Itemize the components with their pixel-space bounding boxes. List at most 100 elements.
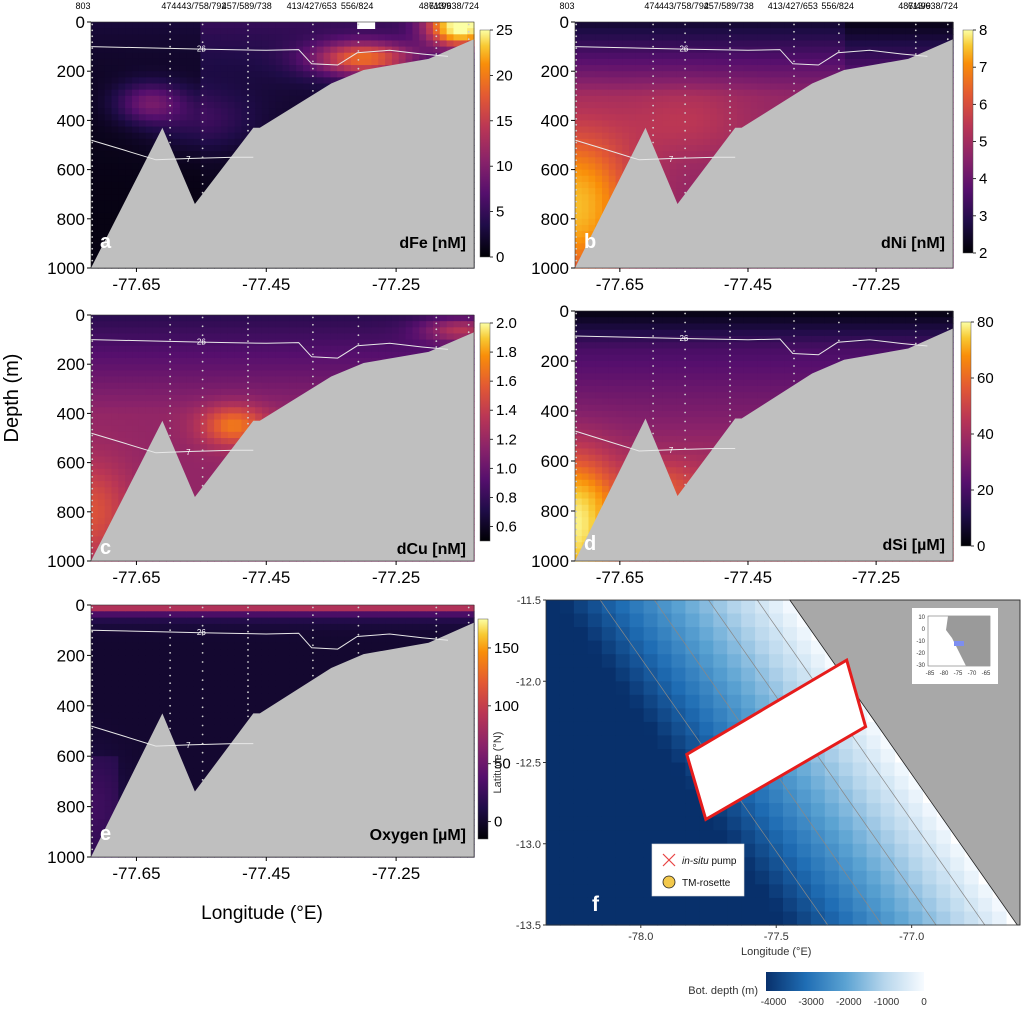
heatmap-cell [282, 34, 290, 42]
heatmap-cell [179, 151, 188, 158]
heatmap-cell [200, 157, 208, 165]
heatmap-cell [608, 95, 617, 103]
heatmap-cell [575, 212, 583, 220]
heatmap-cell [234, 65, 243, 72]
heatmap-cell [268, 101, 277, 109]
heatmap-cell [723, 71, 731, 78]
heatmap-cell [220, 22, 229, 29]
heatmap-cell [676, 151, 684, 158]
heatmap-cell [227, 151, 236, 158]
heatmap-cell [200, 114, 208, 121]
heatmap-cell [248, 52, 256, 60]
heatmap-cell [398, 58, 407, 66]
sample-point [914, 47, 917, 49]
sample-point [201, 67, 204, 70]
heatmap-cell [426, 46, 434, 54]
heatmap-cell [419, 22, 427, 29]
heatmap-cell [145, 34, 154, 42]
heatmap-cell [656, 138, 664, 146]
heatmap-cell [166, 83, 174, 91]
heatmap-cell [764, 58, 772, 66]
heatmap-cell [227, 52, 236, 60]
heatmap-cell [282, 58, 290, 66]
heatmap-cell [91, 218, 99, 226]
heatmap-cell [656, 151, 664, 158]
sample-point [652, 141, 654, 144]
heatmap-cell [453, 22, 461, 29]
sample-point [684, 41, 686, 44]
sample-point [201, 32, 204, 35]
heatmap-cell [730, 22, 738, 29]
heatmap-cell [750, 89, 758, 97]
sample-point [201, 156, 204, 159]
heatmap-cell [581, 231, 590, 238]
heatmap-cell [804, 28, 812, 35]
heatmap-cell [193, 157, 202, 165]
heatmap-cell [703, 89, 711, 97]
heatmap-cell [261, 95, 270, 103]
heatmap-cell [125, 163, 133, 171]
heatmap-cell [91, 249, 99, 257]
heatmap-cell [145, 120, 154, 128]
heatmap-cell [125, 114, 133, 121]
heatmap-cell [629, 65, 637, 72]
heatmap-cell [892, 34, 900, 42]
heatmap-cell [575, 255, 583, 263]
heatmap-cell [845, 34, 853, 42]
heatmap-cell [656, 157, 664, 165]
heatmap-cell [608, 138, 617, 146]
heatmap-cell [460, 22, 468, 29]
heatmap-cell [432, 34, 441, 42]
heatmap-cell [193, 120, 202, 128]
heatmap-cell [777, 22, 785, 29]
heatmap-cell [730, 34, 738, 42]
heatmap-cell [289, 65, 297, 72]
parameter-label: dNi [nM] [881, 235, 945, 252]
heatmap-cell [214, 52, 222, 60]
heatmap-cell [683, 95, 691, 103]
heatmap-cell [303, 40, 311, 48]
heatmap-cell [588, 65, 596, 72]
heatmap-cell [710, 132, 718, 140]
heatmap-cell [656, 58, 664, 66]
heatmap-cell [97, 194, 106, 201]
sample-point [575, 253, 578, 256]
heatmap-cell [467, 22, 475, 29]
heatmap-cell [777, 77, 785, 85]
heatmap-cell [581, 188, 590, 195]
heatmap-cell [662, 157, 671, 165]
heatmap-cell [622, 151, 630, 158]
heatmap-cell [104, 425, 113, 433]
heatmap-cell [602, 83, 610, 91]
heatmap-cell [649, 71, 657, 78]
heatmap-cell [248, 114, 256, 121]
heatmap-cell [179, 40, 188, 48]
sample-point [684, 23, 686, 26]
heatmap-cell [179, 46, 188, 54]
heatmap-cell [676, 132, 684, 140]
heatmap-cell [193, 46, 202, 54]
heatmap-cell [104, 364, 113, 371]
heatmap-cell [689, 40, 698, 48]
sample-point [91, 123, 94, 126]
heatmap-cell [615, 46, 623, 54]
heatmap-cell [261, 22, 270, 29]
heatmap-cell [227, 108, 236, 115]
heatmap-cell [275, 22, 284, 29]
heatmap-cell [323, 22, 331, 29]
heatmap-cell [453, 28, 461, 35]
heatmap-cell [97, 89, 106, 97]
sample-point [91, 242, 94, 244]
heatmap-cell [838, 52, 846, 60]
heatmap-cell [289, 71, 297, 78]
heatmap-cell [770, 71, 779, 78]
heatmap-cell [683, 169, 691, 177]
heatmap-cell [289, 95, 297, 103]
heatmap-cell [689, 71, 698, 78]
heatmap-cell [118, 194, 126, 201]
heatmap-cell [268, 34, 277, 42]
sample-point [91, 230, 94, 233]
heatmap-cell [696, 157, 704, 165]
heatmap-cell [357, 52, 366, 60]
